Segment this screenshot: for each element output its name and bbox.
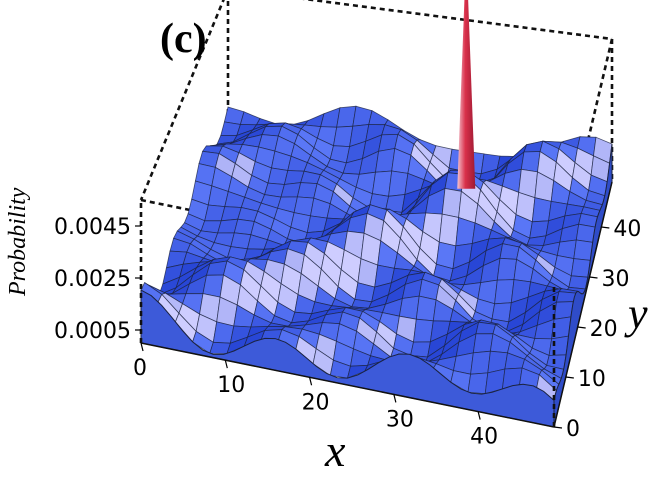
surface-cell xyxy=(438,213,460,247)
x-tick-mark xyxy=(224,359,228,369)
bounding-box-front xyxy=(139,181,613,428)
surface-cell xyxy=(523,140,544,153)
x-tick-mark xyxy=(308,377,313,386)
surface-cell xyxy=(555,291,577,303)
surface-cell xyxy=(415,295,437,322)
surface-cell xyxy=(568,275,589,290)
surface-cell xyxy=(491,302,512,323)
box-edge-back xyxy=(302,0,613,41)
y-tick-label: 30 xyxy=(602,267,630,292)
x-tick-label: 10 xyxy=(217,373,245,398)
y-tick-mark xyxy=(553,426,563,429)
surface-front-side xyxy=(140,289,555,428)
x-tick-label: 30 xyxy=(386,407,414,432)
surface-cell xyxy=(531,197,552,223)
surface-cell xyxy=(398,295,420,320)
axis-line xyxy=(140,342,555,428)
x-axis-label: x xyxy=(324,425,346,476)
surface-cell xyxy=(573,239,594,261)
z-tick-label: 0.0005 xyxy=(54,319,131,344)
probability-surface xyxy=(140,0,613,428)
y-tick-label: 40 xyxy=(613,217,641,242)
surface-cell xyxy=(441,188,462,218)
surface-cell xyxy=(413,318,434,343)
x-tick-mark xyxy=(477,411,481,420)
surface-cell xyxy=(548,335,569,356)
surface-cell xyxy=(475,321,497,335)
y-tick-mark xyxy=(601,226,610,229)
surface-cell xyxy=(368,109,389,126)
axis-line xyxy=(553,181,613,428)
surface-right-side xyxy=(553,143,613,428)
x-tick-label: 40 xyxy=(470,425,498,450)
surface-cell xyxy=(520,151,541,173)
y-tick-label: 0 xyxy=(566,417,580,442)
surface-cell xyxy=(575,223,596,243)
surface-cell xyxy=(470,350,491,375)
z-tick-label: 0.0025 xyxy=(54,267,131,292)
z-tick-label: 0.0045 xyxy=(54,215,131,240)
y-tick-mark xyxy=(565,376,574,379)
z-axis-label: Probability xyxy=(5,187,31,297)
surface-cell xyxy=(467,372,489,395)
surface-cell xyxy=(499,243,520,260)
y-tick-label: 10 xyxy=(578,367,606,392)
probability-peak xyxy=(457,0,476,189)
surface-cell xyxy=(570,258,591,278)
surface-cell xyxy=(410,341,431,358)
tick-labels: 0 10 20 30 40 0 10 20 30 40 0.0005 0.0025 0.0045 xyxy=(54,215,641,450)
x-tick-label: 20 xyxy=(302,390,330,415)
surface-cell xyxy=(239,111,261,126)
x-tick-label: 0 xyxy=(133,356,147,381)
box-edge-back xyxy=(139,0,225,201)
surface-cell xyxy=(496,257,518,281)
y-tick-mark xyxy=(577,326,586,329)
x-tick-mark xyxy=(140,342,144,352)
y-axis-label: y xyxy=(624,289,648,338)
surface-cell xyxy=(494,279,515,305)
x-tick-mark xyxy=(393,394,397,403)
y-tick-label: 20 xyxy=(590,317,618,342)
panel-label: (c) xyxy=(160,16,207,62)
y-tick-mark xyxy=(589,276,598,279)
surface-cell xyxy=(472,333,494,354)
